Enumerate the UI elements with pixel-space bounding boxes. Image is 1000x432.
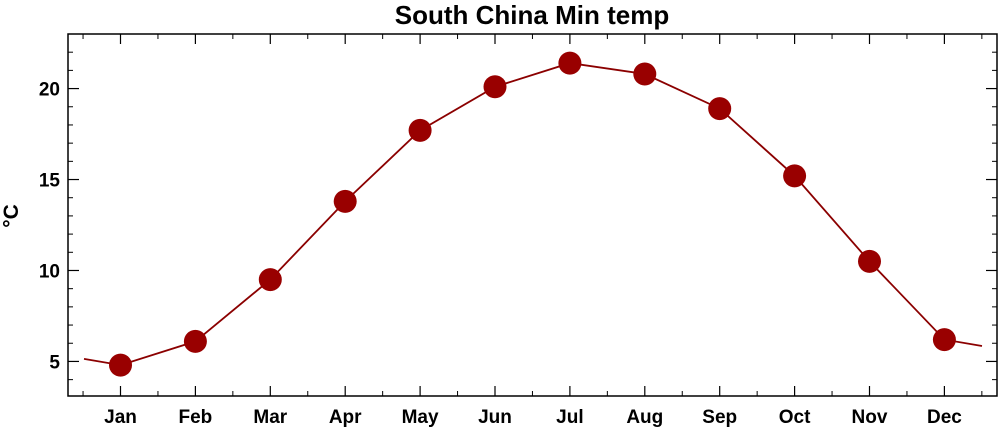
- y-axis-label: °C: [0, 204, 23, 228]
- series-line-min-temp: [83, 62, 983, 367]
- x-tick-label: Apr: [329, 407, 362, 428]
- data-point-apr: [333, 189, 357, 213]
- x-tick-label: Sep: [702, 407, 737, 428]
- data-point-jun: [483, 75, 507, 99]
- y-tick-label: 10: [39, 261, 60, 282]
- x-tick-label: Jun: [478, 407, 512, 428]
- x-tick-label: Aug: [626, 407, 663, 428]
- x-tick-label: Dec: [927, 407, 962, 428]
- data-point-dec: [932, 328, 956, 352]
- axis-ticks: [68, 33, 997, 396]
- x-tick-label: Oct: [779, 407, 811, 428]
- data-point-oct: [783, 164, 807, 188]
- data-points: [109, 51, 956, 377]
- data-point-jan: [109, 353, 132, 377]
- y-tick-label: 15: [39, 171, 61, 192]
- x-tick-label: Feb: [179, 407, 213, 428]
- data-point-mar: [258, 268, 282, 292]
- x-tick-label: Jul: [556, 407, 583, 428]
- x-tick-label: Mar: [253, 407, 287, 428]
- plot-frame: [67, 33, 998, 397]
- x-tick-label: Jan: [104, 407, 137, 428]
- data-point-may: [408, 118, 432, 142]
- x-tick-labels: Jan Feb Mar Apr May Jun Jul Aug Sep Oct Nov Dec: [104, 407, 962, 428]
- data-point-jul: [558, 51, 582, 75]
- x-tick-label: May: [402, 407, 439, 428]
- y-tick-label: 5: [49, 352, 60, 373]
- x-tick-label: Nov: [852, 407, 888, 428]
- data-point-feb: [183, 329, 207, 353]
- data-point-aug: [633, 62, 657, 86]
- chart-title: South China Min temp: [395, 0, 669, 30]
- y-tick-labels: 5 10 15 20: [39, 80, 61, 374]
- data-point-sep: [708, 97, 732, 121]
- data-point-nov: [858, 249, 881, 273]
- y-tick-label: 20: [39, 80, 60, 101]
